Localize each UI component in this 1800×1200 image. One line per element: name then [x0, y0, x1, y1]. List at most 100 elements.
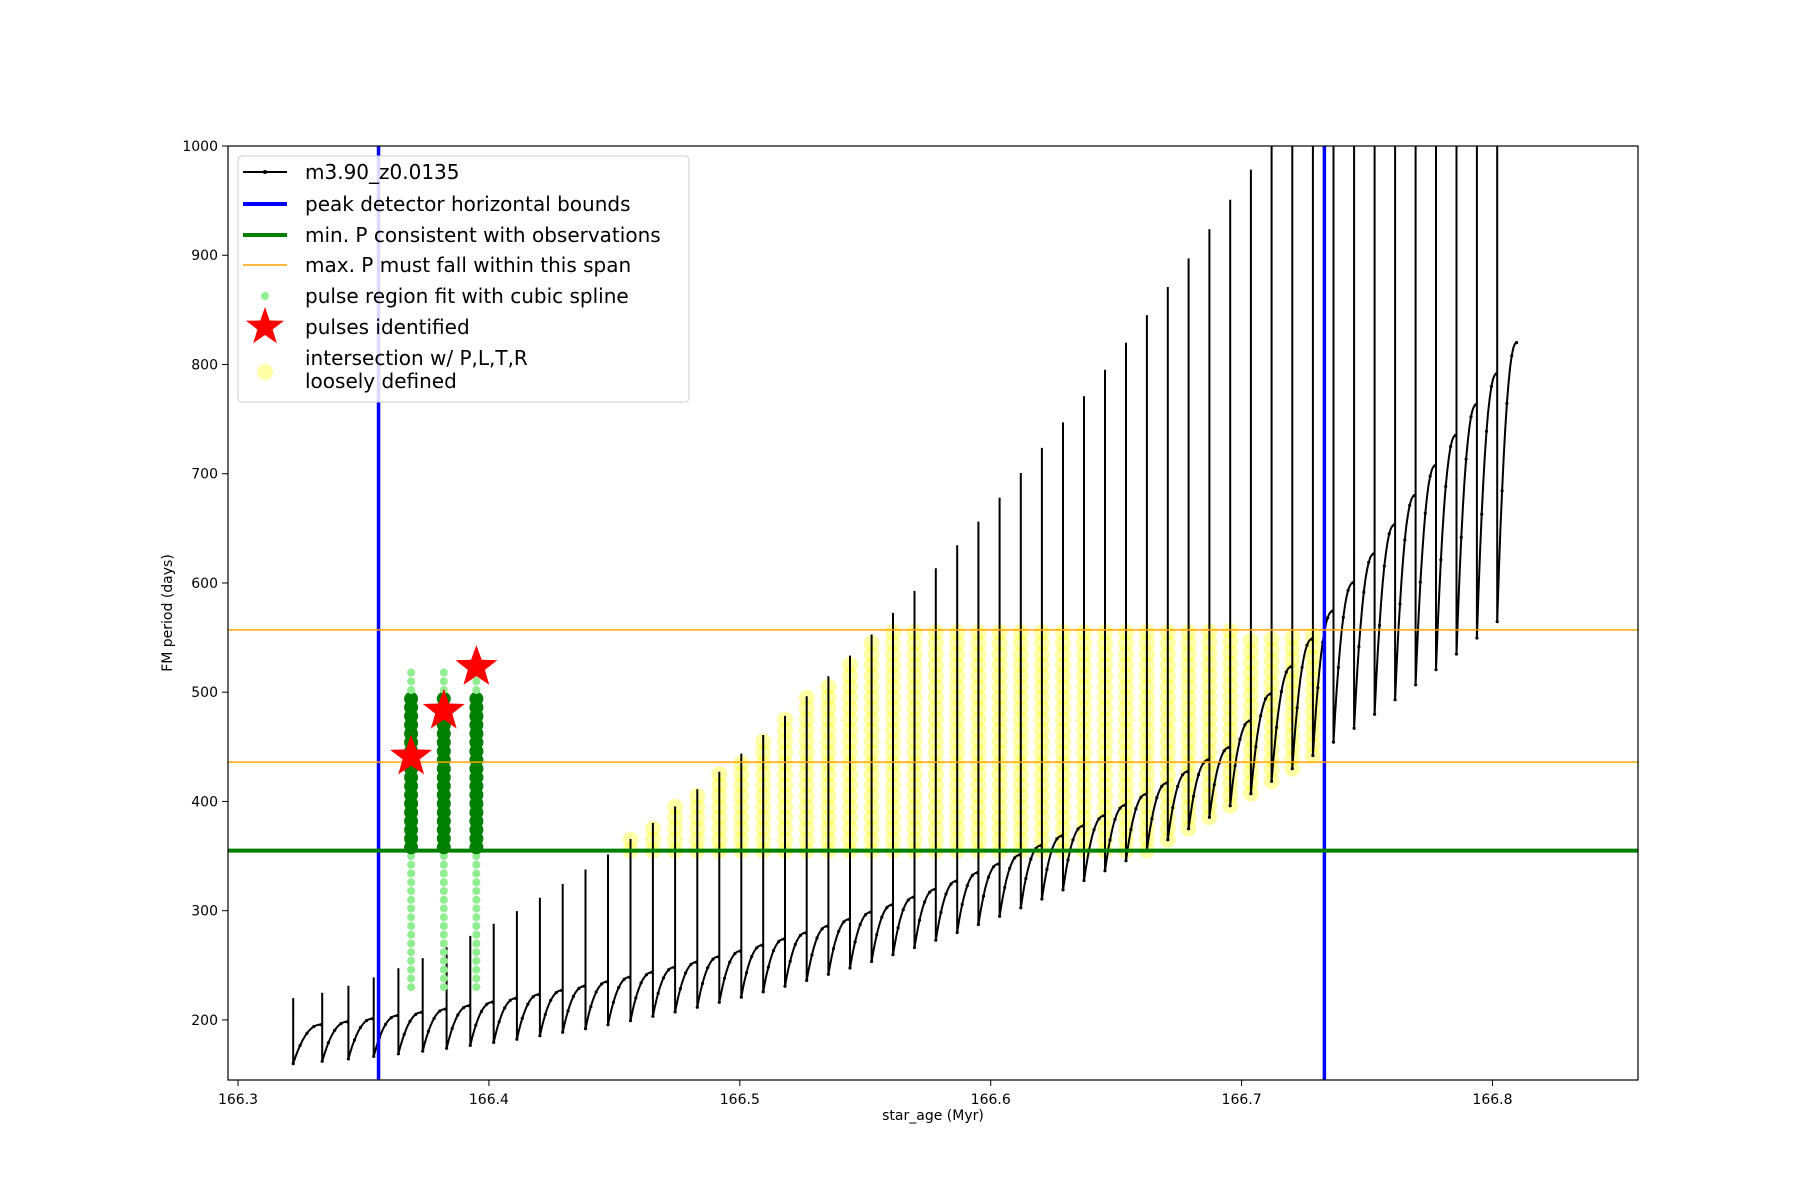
track-point [1290, 767, 1294, 771]
track-point [352, 1038, 357, 1042]
track-point [842, 920, 846, 924]
track-point [345, 1020, 349, 1024]
track-point [474, 1023, 478, 1027]
y-tick-label: 900 [191, 248, 218, 264]
track-point [944, 892, 948, 896]
track-point [644, 973, 649, 977]
track-point [492, 1040, 496, 1044]
track-point [1134, 807, 1138, 811]
spline-light-marker [407, 852, 416, 861]
track-point [490, 1000, 495, 1004]
spline-green-marker [469, 691, 484, 706]
track-point [760, 943, 764, 947]
track-point [339, 1022, 343, 1026]
track-point [1434, 668, 1438, 672]
track-point [986, 875, 991, 879]
track-point [1097, 817, 1101, 821]
spline-light-marker [407, 913, 416, 922]
legend-loose-swatch [257, 364, 273, 380]
track-point [837, 929, 841, 933]
track-point [717, 1000, 721, 1004]
track-point [700, 981, 705, 986]
spline-light-marker [472, 913, 481, 922]
track-point [549, 998, 553, 1002]
spline-light-marker [407, 887, 416, 895]
track-point [694, 960, 698, 964]
legend-label-bounds: peak detector horizontal bounds [305, 192, 631, 216]
track-point [1372, 552, 1376, 556]
legend-label-pulses: pulses identified [305, 315, 470, 339]
track-point [1414, 683, 1418, 687]
x-tick-label: 166.4 [469, 1092, 509, 1108]
track-point [1196, 773, 1201, 777]
x-axis-label: star_age (Myr) [882, 1108, 984, 1124]
track-point [438, 1009, 442, 1013]
track-point [1212, 783, 1216, 787]
track-point [333, 1028, 337, 1032]
track-point [432, 1016, 436, 1020]
track-point [820, 927, 824, 931]
track-point [793, 942, 797, 947]
track-point [396, 1052, 400, 1056]
spline-light-marker [439, 895, 448, 904]
track-point [896, 926, 900, 930]
track-point [1393, 698, 1397, 702]
y-tick-label: 800 [191, 357, 218, 373]
track-point [777, 940, 781, 944]
y-tick-label: 200 [191, 1013, 218, 1029]
track-point [684, 971, 688, 975]
track-point [750, 954, 754, 959]
x-axis: 166.3 166.4 166.5 166.6 166.7 166.8 [218, 1080, 1513, 1108]
track-point [1029, 857, 1033, 861]
track-point [1102, 814, 1106, 818]
track-point [320, 1059, 324, 1063]
track-point [312, 1024, 316, 1029]
track-point [414, 1012, 418, 1017]
track-point [783, 984, 787, 988]
legend-label-maxp: max. P must fall within this span [305, 253, 631, 277]
legend-spline-swatch [261, 292, 269, 300]
spline-light-marker [472, 860, 481, 869]
track-point [1413, 493, 1417, 498]
track-point [1008, 866, 1012, 870]
track-point [515, 1037, 519, 1041]
spline-green-marker [404, 691, 419, 706]
spline-light-marker [472, 852, 481, 861]
track-point [543, 1012, 547, 1017]
spline-light-marker [439, 878, 448, 887]
track-point [1305, 643, 1309, 647]
track-point [450, 1026, 454, 1030]
track-point [1367, 560, 1371, 564]
track-point [1039, 844, 1043, 848]
track-point [1003, 885, 1007, 890]
spline-light-marker [407, 922, 416, 930]
track-point [1166, 838, 1170, 842]
track-point [981, 894, 986, 898]
track-point [722, 976, 727, 980]
track-point [1092, 828, 1096, 832]
track-point [976, 922, 981, 927]
legend-entry-spline: pulse region fit with cubic spline [261, 284, 629, 308]
spline-light-marker [472, 974, 481, 983]
track-point [939, 910, 943, 915]
track-point [537, 992, 541, 997]
track-point [1289, 665, 1293, 669]
track-point [1351, 581, 1355, 585]
x-tick-label: 166.6 [971, 1092, 1011, 1108]
track-point [514, 996, 518, 1001]
track-point [1045, 867, 1049, 872]
pulse-star-2 [455, 645, 498, 685]
spline-light-marker [439, 904, 448, 913]
track-point [661, 976, 666, 980]
spline-light-marker [472, 956, 481, 965]
track-point [868, 910, 873, 914]
spline-light-marker [407, 860, 416, 869]
spline-light-marker [439, 852, 448, 861]
track-point [678, 987, 683, 991]
spline-light-marker [472, 686, 481, 694]
track-point [1103, 869, 1107, 873]
track-point [826, 972, 831, 976]
track-point [1066, 858, 1070, 862]
track-point [1362, 590, 1366, 594]
track-point [561, 1030, 565, 1034]
